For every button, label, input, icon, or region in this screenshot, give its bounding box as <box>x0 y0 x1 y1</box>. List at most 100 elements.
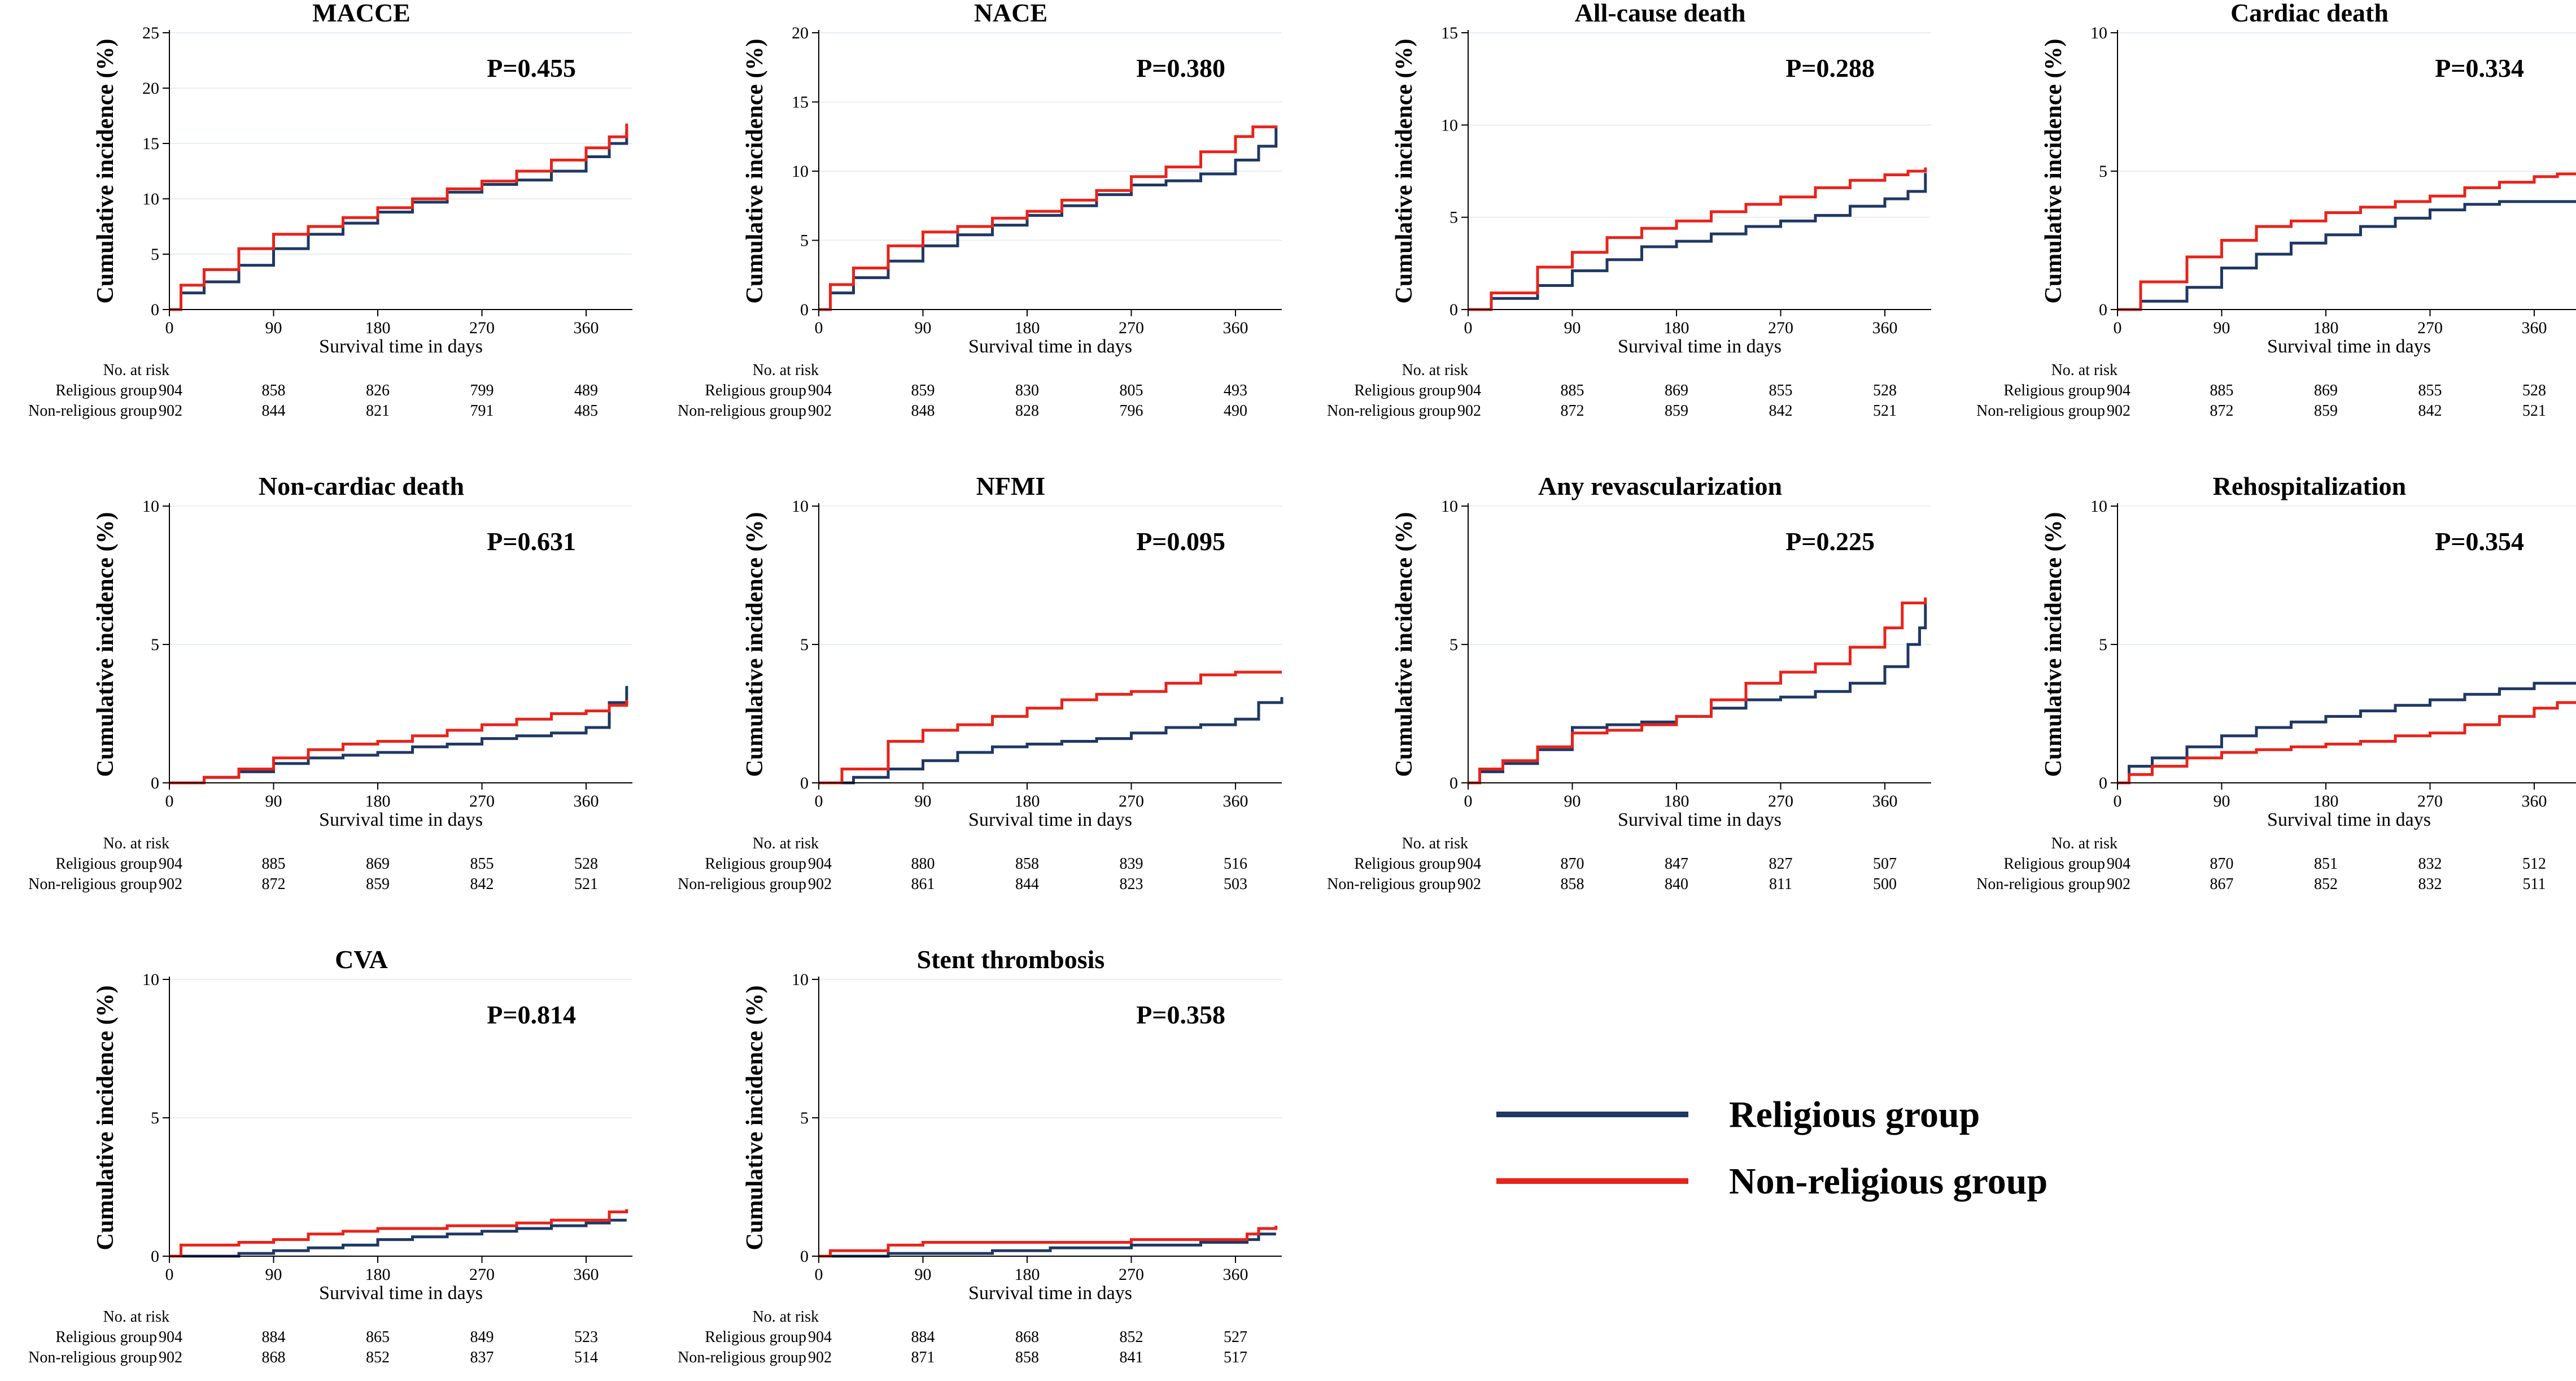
legend: Religious group Non-religious group <box>1496 1094 2047 1202</box>
risk-count: 842 <box>470 875 494 893</box>
y-tick-label: 10 <box>142 497 159 516</box>
x-tick-label: 360 <box>1223 319 1248 337</box>
series-line-non-religious-group <box>169 123 628 311</box>
risk-row-label: Non-religious group <box>1976 875 2105 893</box>
risk-count: 902 <box>1457 402 1481 420</box>
risk-count: 902 <box>808 402 832 420</box>
series-line-religious-group <box>169 686 628 785</box>
x-axis-title: Survival time in days <box>1618 336 1782 357</box>
x-tick-label: 360 <box>1872 792 1898 811</box>
y-axis-title: Cumulative incidence (%) <box>742 986 768 1251</box>
x-tick-label: 90 <box>1564 792 1581 811</box>
risk-count: 528 <box>2522 382 2546 399</box>
x-tick-label: 0 <box>815 792 823 811</box>
series-line-religious-group <box>819 697 1283 785</box>
panel-title: NACE <box>974 0 1047 27</box>
series-line-religious-group <box>169 1218 627 1258</box>
risk-count: 490 <box>1224 402 1247 420</box>
x-tick-label: 90 <box>1564 319 1581 337</box>
risk-count: 869 <box>1665 382 1688 399</box>
y-tick-label: 10 <box>142 190 159 208</box>
y-tick-label: 5 <box>800 635 809 654</box>
p-value: P=0.814 <box>487 1000 576 1029</box>
risk-count: 902 <box>159 1349 182 1366</box>
risk-count: 871 <box>911 1349 935 1366</box>
y-tick-label: 5 <box>2099 162 2107 181</box>
risk-row-label: Religious group <box>705 382 806 399</box>
x-tick-label: 0 <box>1464 319 1473 337</box>
risk-count: 904 <box>159 1328 182 1346</box>
risk-row-label: Non-religious group <box>678 1349 806 1366</box>
risk-count: 830 <box>1015 382 1039 399</box>
p-value: P=0.288 <box>1785 54 1875 82</box>
x-tick-label: 180 <box>1664 792 1689 811</box>
risk-row-label: Non-religious group <box>28 1349 157 1366</box>
km-panel-stent-thrombosis: 0 5 10 0 90 180 270 360 Survival time in days Cum… <box>678 945 1282 1366</box>
panel-title: Non-cardiac death <box>259 472 464 500</box>
risk-count: 517 <box>1224 1349 1247 1366</box>
y-tick-label: 10 <box>792 497 809 516</box>
risk-count: 840 <box>1665 875 1688 893</box>
risk-count: 511 <box>2523 875 2546 893</box>
risk-count: 869 <box>2314 382 2338 399</box>
risk-table-header: No. at risk <box>1402 361 1468 379</box>
risk-count: 842 <box>1769 402 1793 420</box>
risk-count: 867 <box>2210 875 2234 893</box>
risk-count: 855 <box>1769 382 1793 399</box>
risk-table-header: No. at risk <box>1402 835 1468 852</box>
y-axis-title: Cumulative incidence (%) <box>1391 39 1417 304</box>
risk-count: 485 <box>574 402 598 420</box>
y-tick-label: 5 <box>151 1109 159 1127</box>
x-axis-title: Survival time in days <box>319 1283 483 1304</box>
p-value: P=0.334 <box>2435 54 2524 82</box>
km-panel-all-cause-death: 0 5 10 15 0 90 180 270 360 Survival time in days C… <box>1327 0 1931 420</box>
risk-row-label: Religious group <box>705 855 806 873</box>
risk-count: 507 <box>1873 855 1897 873</box>
risk-count: 868 <box>262 1349 286 1366</box>
y-axis-title: Cumulative incidence (%) <box>93 512 119 777</box>
risk-row-label: Non-religious group <box>678 402 806 420</box>
x-tick-label: 270 <box>1119 319 1144 337</box>
risk-count: 523 <box>574 1328 598 1346</box>
risk-count: 503 <box>1224 875 1247 893</box>
x-tick-label: 90 <box>265 792 282 811</box>
risk-count: 512 <box>2522 855 2546 873</box>
risk-table-header: No. at risk <box>103 361 169 379</box>
x-tick-label: 360 <box>2522 319 2547 337</box>
x-tick-label: 270 <box>1119 792 1144 811</box>
risk-count: 858 <box>262 382 286 399</box>
risk-table-header: No. at risk <box>103 1308 169 1326</box>
risk-count: 904 <box>159 382 182 399</box>
risk-count: 847 <box>1665 855 1688 873</box>
x-tick-label: 0 <box>165 1265 174 1284</box>
risk-count: 859 <box>2314 402 2338 420</box>
x-axis-title: Survival time in days <box>968 336 1132 357</box>
series-line-religious-group <box>2117 200 2576 311</box>
series-line-religious-group <box>2117 682 2576 785</box>
x-tick-label: 360 <box>1223 792 1248 811</box>
risk-row-label: Non-religious group <box>28 402 157 420</box>
risk-count: 902 <box>808 875 832 893</box>
risk-row-label: Religious group <box>705 1328 806 1346</box>
risk-count: 855 <box>470 855 494 873</box>
x-tick-label: 180 <box>365 319 391 337</box>
y-axis-title: Cumulative incidence (%) <box>2041 39 2067 304</box>
risk-count: 859 <box>366 875 390 893</box>
y-tick-label: 25 <box>142 24 159 42</box>
y-tick-label: 0 <box>151 1247 159 1266</box>
risk-count: 791 <box>470 402 494 420</box>
risk-count: 796 <box>1120 402 1143 420</box>
y-axis-title: Cumulative incidence (%) <box>2041 512 2067 777</box>
risk-count: 858 <box>1015 1349 1039 1366</box>
x-axis-title: Survival time in days <box>1618 809 1782 830</box>
x-tick-label: 180 <box>1664 319 1689 337</box>
p-value: P=0.380 <box>1136 54 1225 82</box>
risk-count: 904 <box>808 855 832 873</box>
risk-count: 799 <box>470 382 494 399</box>
risk-count: 904 <box>1457 855 1481 873</box>
y-tick-label: 0 <box>151 300 159 319</box>
y-tick-label: 20 <box>142 79 159 98</box>
km-panel-any-revascularization: 0 5 10 0 90 180 270 360 Survival time in days Cum… <box>1327 472 1931 893</box>
x-tick-label: 90 <box>915 1265 932 1284</box>
risk-count: 885 <box>1561 382 1584 399</box>
